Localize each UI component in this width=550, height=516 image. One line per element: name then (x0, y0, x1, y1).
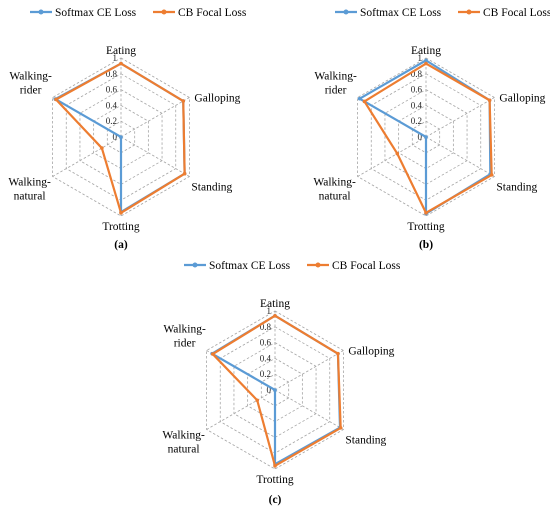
axis-label-galloping: Galloping (348, 346, 394, 358)
axis-label-walking-natural: Walking-natural (8, 177, 51, 203)
legend-marker-cb-focal-loss (466, 9, 472, 15)
axis-label-standing: Standing (191, 182, 232, 194)
tick-label: 0 (267, 385, 272, 395)
data-point-cb-focal-loss-galloping (336, 351, 340, 356)
grid-spoke (425, 97, 495, 138)
grid-spoke (120, 97, 190, 138)
tick-label: 0.2 (106, 116, 117, 126)
axis-label-walking-rider: Walking-rider (9, 71, 52, 97)
legend: Softmax CE Loss CB Focal Loss (184, 260, 401, 272)
tick-label: 0.8 (106, 69, 118, 79)
data-point-cb-focal-loss-eating (273, 313, 277, 318)
axis-label-trotting: Trotting (256, 474, 294, 486)
tick-label: 0.4 (260, 353, 272, 363)
grid-spoke (120, 136, 190, 177)
data-point-cb-focal-loss-standing (338, 426, 343, 430)
tick-label: 0.6 (411, 85, 423, 95)
grid-spoke (52, 136, 122, 177)
data-point-softmax-ce-loss-walking-natural (424, 135, 428, 139)
tick-label: 0.6 (260, 338, 272, 348)
grid-spoke (274, 350, 344, 391)
axis-label-galloping: Galloping (499, 93, 545, 105)
tick-label: 0.4 (106, 100, 118, 110)
legend-entry-softmax-ce-loss: Softmax CE Loss (209, 260, 291, 272)
panel-label: (b) (419, 239, 433, 251)
tick-label: 0.2 (411, 116, 422, 126)
data-point-cb-focal-loss-trotting (119, 211, 123, 215)
data-point-softmax-ce-loss-walking-rider (357, 96, 362, 101)
data-point-cb-focal-loss-eating (119, 61, 123, 66)
axis-label-walking-natural: Walking-natural (162, 430, 205, 456)
data-point-cb-focal-loss-trotting (424, 211, 428, 215)
legend-entry-softmax-ce-loss: Softmax CE Loss (360, 7, 442, 19)
axis-label-eating: Eating (411, 45, 441, 57)
legend-marker-cb-focal-loss (161, 9, 167, 15)
axis-label-standing: Standing (345, 435, 386, 447)
panel-label: (c) (269, 494, 282, 506)
tick-label: 0 (418, 132, 423, 142)
legend-marker-cb-focal-loss (315, 262, 321, 268)
tick-label: 1 (267, 306, 272, 316)
tick-label: 0.4 (411, 100, 423, 110)
legend-marker-softmax-ce-loss (192, 262, 198, 268)
data-point-softmax-ce-loss-walking-natural (273, 388, 277, 392)
data-point-cb-focal-loss-walking-rider (210, 352, 215, 356)
tick-label: 0.8 (411, 69, 423, 79)
axis-label-walking-rider: Walking-rider (314, 71, 357, 97)
data-point-cb-focal-loss-walking-rider (362, 99, 367, 104)
tick-label: 0 (113, 132, 118, 142)
grid-spoke (274, 389, 344, 430)
axis-label-trotting: Trotting (102, 221, 140, 233)
axis-label-eating: Eating (106, 45, 136, 57)
data-point-cb-focal-loss-eating (424, 61, 428, 66)
data-point-cb-focal-loss-walking-natural (395, 151, 400, 156)
legend: Softmax CE Loss CB Focal Loss (335, 7, 550, 19)
axis-label-galloping: Galloping (194, 93, 240, 105)
data-point-cb-focal-loss-walking-rider (54, 97, 58, 102)
tick-label: 1 (418, 53, 423, 63)
axis-label-walking-natural: Walking-natural (313, 177, 356, 203)
grid-spoke (425, 136, 495, 177)
data-point-cb-focal-loss-galloping (487, 98, 492, 103)
legend-entry-cb-focal-loss: CB Focal Loss (332, 260, 401, 272)
axis-label-walking-rider: Walking-rider (163, 324, 206, 350)
grid-spoke (206, 389, 276, 430)
axis-label-trotting: Trotting (407, 221, 445, 233)
tick-label: 0.6 (106, 85, 118, 95)
data-point-cb-focal-loss-standing (489, 173, 494, 177)
tick-label: 0.2 (260, 369, 271, 379)
legend-entry-softmax-ce-loss: Softmax CE Loss (55, 7, 137, 19)
panel-label: (a) (114, 239, 128, 251)
legend-marker-softmax-ce-loss (38, 9, 44, 15)
data-point-cb-focal-loss-standing (182, 171, 187, 176)
legend: Softmax CE Loss CB Focal Loss (30, 7, 247, 19)
data-point-cb-focal-loss-walking-natural (255, 398, 260, 403)
legend-marker-softmax-ce-loss (343, 9, 349, 15)
axis-label-standing: Standing (496, 182, 537, 194)
legend-entry-cb-focal-loss: CB Focal Loss (483, 7, 550, 19)
data-point-softmax-ce-loss-walking-natural (119, 135, 123, 139)
data-point-softmax-ce-loss-eating (424, 58, 428, 63)
legend-entry-cb-focal-loss: CB Focal Loss (178, 7, 247, 19)
axis-label-eating: Eating (260, 298, 290, 310)
data-point-cb-focal-loss-walking-natural (100, 146, 104, 150)
data-point-cb-focal-loss-galloping (181, 99, 186, 103)
tick-label: 1 (113, 53, 118, 63)
tick-label: 0.8 (260, 322, 272, 332)
data-point-cb-focal-loss-trotting (273, 464, 277, 468)
